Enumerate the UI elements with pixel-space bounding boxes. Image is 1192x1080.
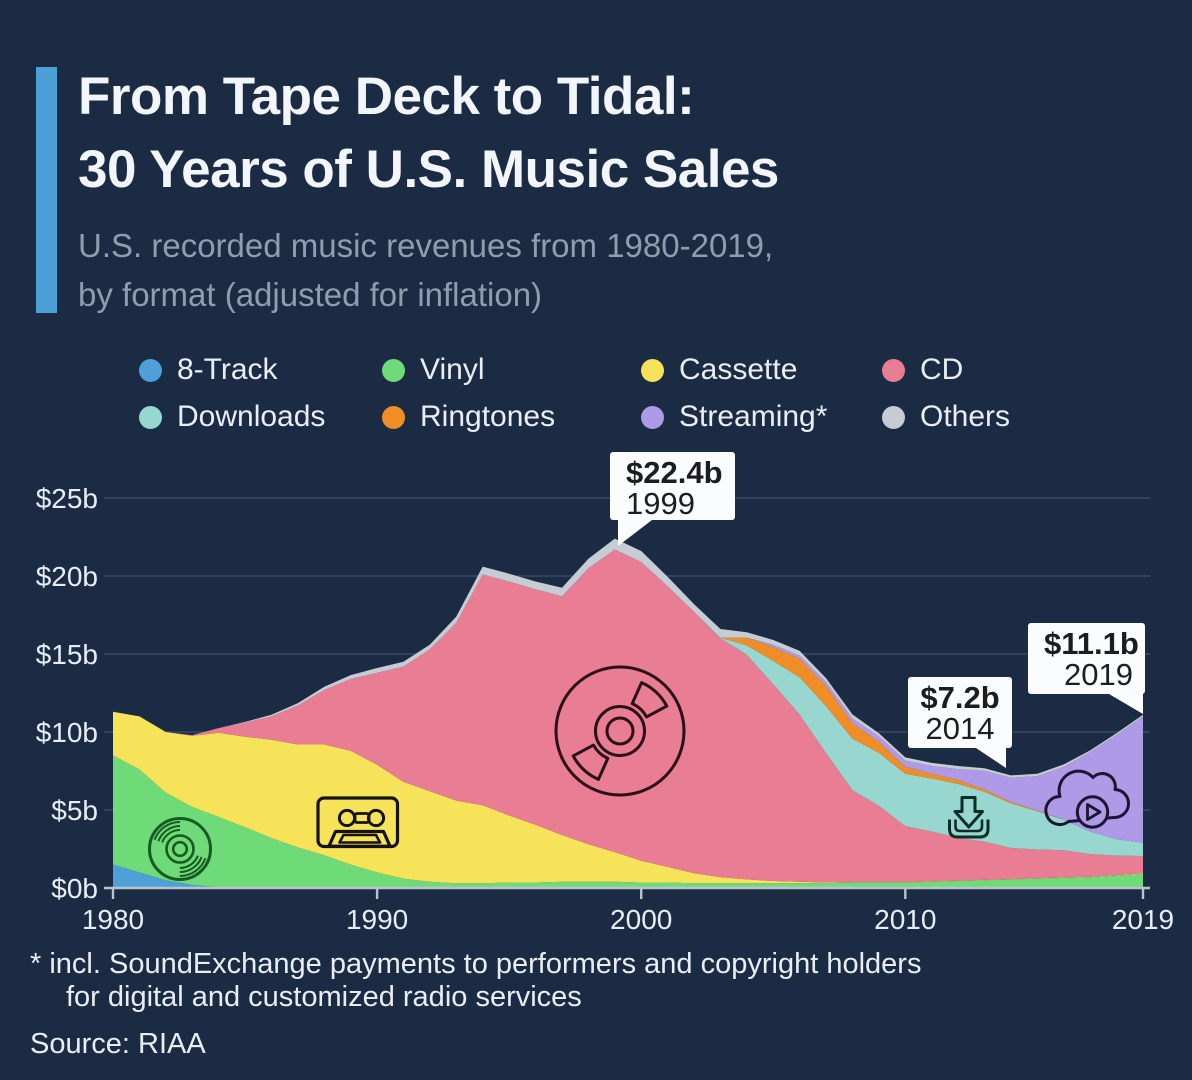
legend-swatch-cd xyxy=(882,358,905,382)
callout-value: $7.2b xyxy=(920,680,1000,715)
cassette-icon xyxy=(316,796,400,849)
legend-swatch-cassette xyxy=(641,358,664,382)
title-accent-bar xyxy=(36,67,57,313)
legend-swatch-vinyl xyxy=(382,358,405,382)
legend-item-others: Others xyxy=(882,396,1010,438)
y-axis-label-10b: $10b xyxy=(36,717,98,748)
callout-pointer xyxy=(1109,694,1143,714)
legend-label: Streaming* xyxy=(679,400,828,433)
y-axis-label-25b: $25b xyxy=(36,483,98,514)
area-vinyl xyxy=(113,755,1143,888)
callout-value: $11.1b xyxy=(1044,626,1139,661)
legend-item-downloads: Downloads xyxy=(139,396,382,438)
y-axis-label-0b: $0b xyxy=(51,873,98,904)
legend-item-ringtones: Ringtones xyxy=(382,396,641,438)
footnote-line-1: * incl. SoundExchange payments to perfor… xyxy=(30,948,922,980)
legend-label: Vinyl xyxy=(420,353,485,386)
callout-value: $22.4b xyxy=(626,455,723,490)
legend-swatch-streaming xyxy=(641,405,664,429)
legend-label: Others xyxy=(920,400,1011,433)
x-axis-label-2019: 2019 xyxy=(1112,904,1174,935)
legend-swatch-downloads xyxy=(139,405,162,429)
subtitle-line-2: by format (adjusted for inflation) xyxy=(78,276,543,313)
footnote: * incl. SoundExchange payments to perfor… xyxy=(30,948,921,1014)
title-line-2: 30 Years of U.S. Music Sales xyxy=(78,140,779,199)
legend: 8-Track Vinyl Cassette CD Downloads Ringtones… xyxy=(139,349,1010,438)
legend-swatch-8-track xyxy=(139,358,162,382)
x-axis-label-1990: 1990 xyxy=(346,904,408,935)
legend-label: CD xyxy=(920,353,964,386)
cd-reel-icon xyxy=(554,665,686,797)
legend-label: Cassette xyxy=(679,353,798,386)
callout-year: 1999 xyxy=(626,486,695,521)
x-axis-label-2010: 2010 xyxy=(874,904,936,935)
x-axis-label-1980: 1980 xyxy=(82,904,144,935)
callout-pointer xyxy=(976,748,1006,768)
download-icon xyxy=(948,796,990,839)
page-subtitle: U.S. recorded music revenues from 1980-2… xyxy=(78,221,773,319)
subtitle-line-1: U.S. recorded music revenues from 1980-2… xyxy=(78,227,774,264)
legend-item-cassette: Cassette xyxy=(641,349,882,391)
legend-label: Downloads xyxy=(177,400,326,433)
callout-year: 2014 xyxy=(925,711,995,746)
area-downloads xyxy=(113,549,1143,856)
legend-label: 8-Track xyxy=(177,353,278,386)
legend-item-streaming: Streaming* xyxy=(641,396,882,438)
legend-item-cd: CD xyxy=(882,349,1010,391)
callout-pointer xyxy=(618,520,652,546)
source-label: Source: RIAA xyxy=(30,1028,206,1060)
title-line-1: From Tape Deck to Tidal: xyxy=(78,67,695,126)
streaming-cloud-icon xyxy=(1044,769,1130,829)
callout-year: 2019 xyxy=(1064,657,1133,692)
vinyl-record-icon xyxy=(148,817,212,881)
callout-1999-peak: $22.4b 1999 xyxy=(610,452,735,546)
callout-2014-low: $7.2b 2014 xyxy=(908,677,1012,768)
footnote-line-2: for digital and customized radio service… xyxy=(66,981,582,1013)
axis-labels: 1980 1990 2000 2010 2019 $0b $5b $10b $15b $20b $2… xyxy=(36,483,1174,935)
legend-swatch-ringtones xyxy=(382,405,405,429)
y-axis-label-20b: $20b xyxy=(36,561,98,592)
stacked-areas xyxy=(113,538,1143,888)
legend-item-vinyl: Vinyl xyxy=(382,349,641,391)
page-title: From Tape Deck to Tidal: 30 Years of U.S.… xyxy=(78,60,779,206)
axis-layer xyxy=(104,886,1150,899)
y-axis-label-5b: $5b xyxy=(51,795,98,826)
legend-label: Ringtones xyxy=(420,400,556,433)
x-axis-label-2000: 2000 xyxy=(610,904,672,935)
callout-2019-latest: $11.1b 2019 xyxy=(1028,623,1145,714)
legend-swatch-others xyxy=(882,405,905,429)
legend-item-8-track: 8-Track xyxy=(139,349,382,391)
y-axis-label-15b: $15b xyxy=(36,639,98,670)
area-cd xyxy=(113,549,1143,883)
area-cassette xyxy=(113,711,1143,884)
